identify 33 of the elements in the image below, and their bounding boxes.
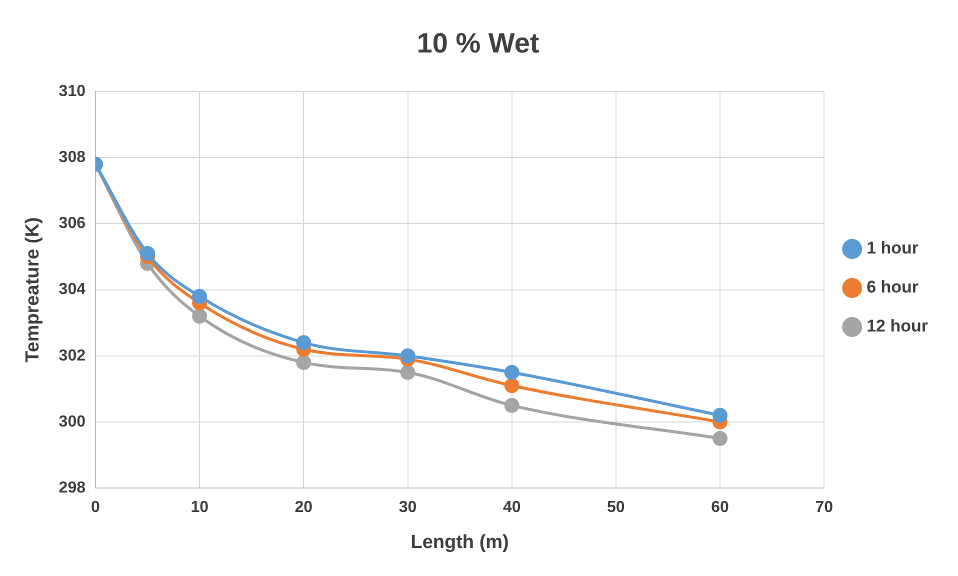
y-tick-label: 306 — [58, 215, 86, 232]
point — [400, 348, 416, 364]
x-tick-label: 0 — [91, 499, 100, 516]
y-tick-label: 308 — [58, 149, 86, 166]
point — [504, 398, 520, 413]
point — [712, 408, 728, 423]
point — [400, 364, 416, 380]
point — [140, 246, 156, 261]
point — [504, 378, 520, 394]
legend-label: 1 hour — [866, 238, 919, 258]
y-tick-label: 302 — [58, 347, 86, 364]
point — [712, 430, 728, 446]
point — [296, 335, 312, 350]
x-tick-label: 30 — [398, 499, 417, 516]
legend-label: 12 hour — [866, 316, 928, 336]
x-tick-label: 50 — [607, 499, 625, 516]
x-tick-label: 60 — [711, 499, 730, 516]
y-tick-label: 304 — [58, 281, 86, 298]
y-tick-label: 300 — [58, 413, 86, 430]
y-tick-label: 310 — [58, 83, 86, 100]
x-tick-label: 20 — [294, 499, 313, 516]
point — [504, 364, 520, 380]
point — [296, 354, 312, 370]
point — [192, 308, 208, 324]
x-tick-label: 70 — [815, 499, 834, 516]
y-axis-title: Tempreature (K) — [22, 217, 44, 362]
y-tick-label: 298 — [58, 479, 86, 496]
x-tick-label: 40 — [502, 499, 521, 516]
x-tick-label: 10 — [190, 499, 209, 516]
legend-label: 6 hour — [866, 278, 919, 297]
x-axis-title: Length (m) — [410, 532, 509, 553]
point — [192, 288, 208, 304]
chart-title: 10 % Wet — [416, 28, 540, 59]
